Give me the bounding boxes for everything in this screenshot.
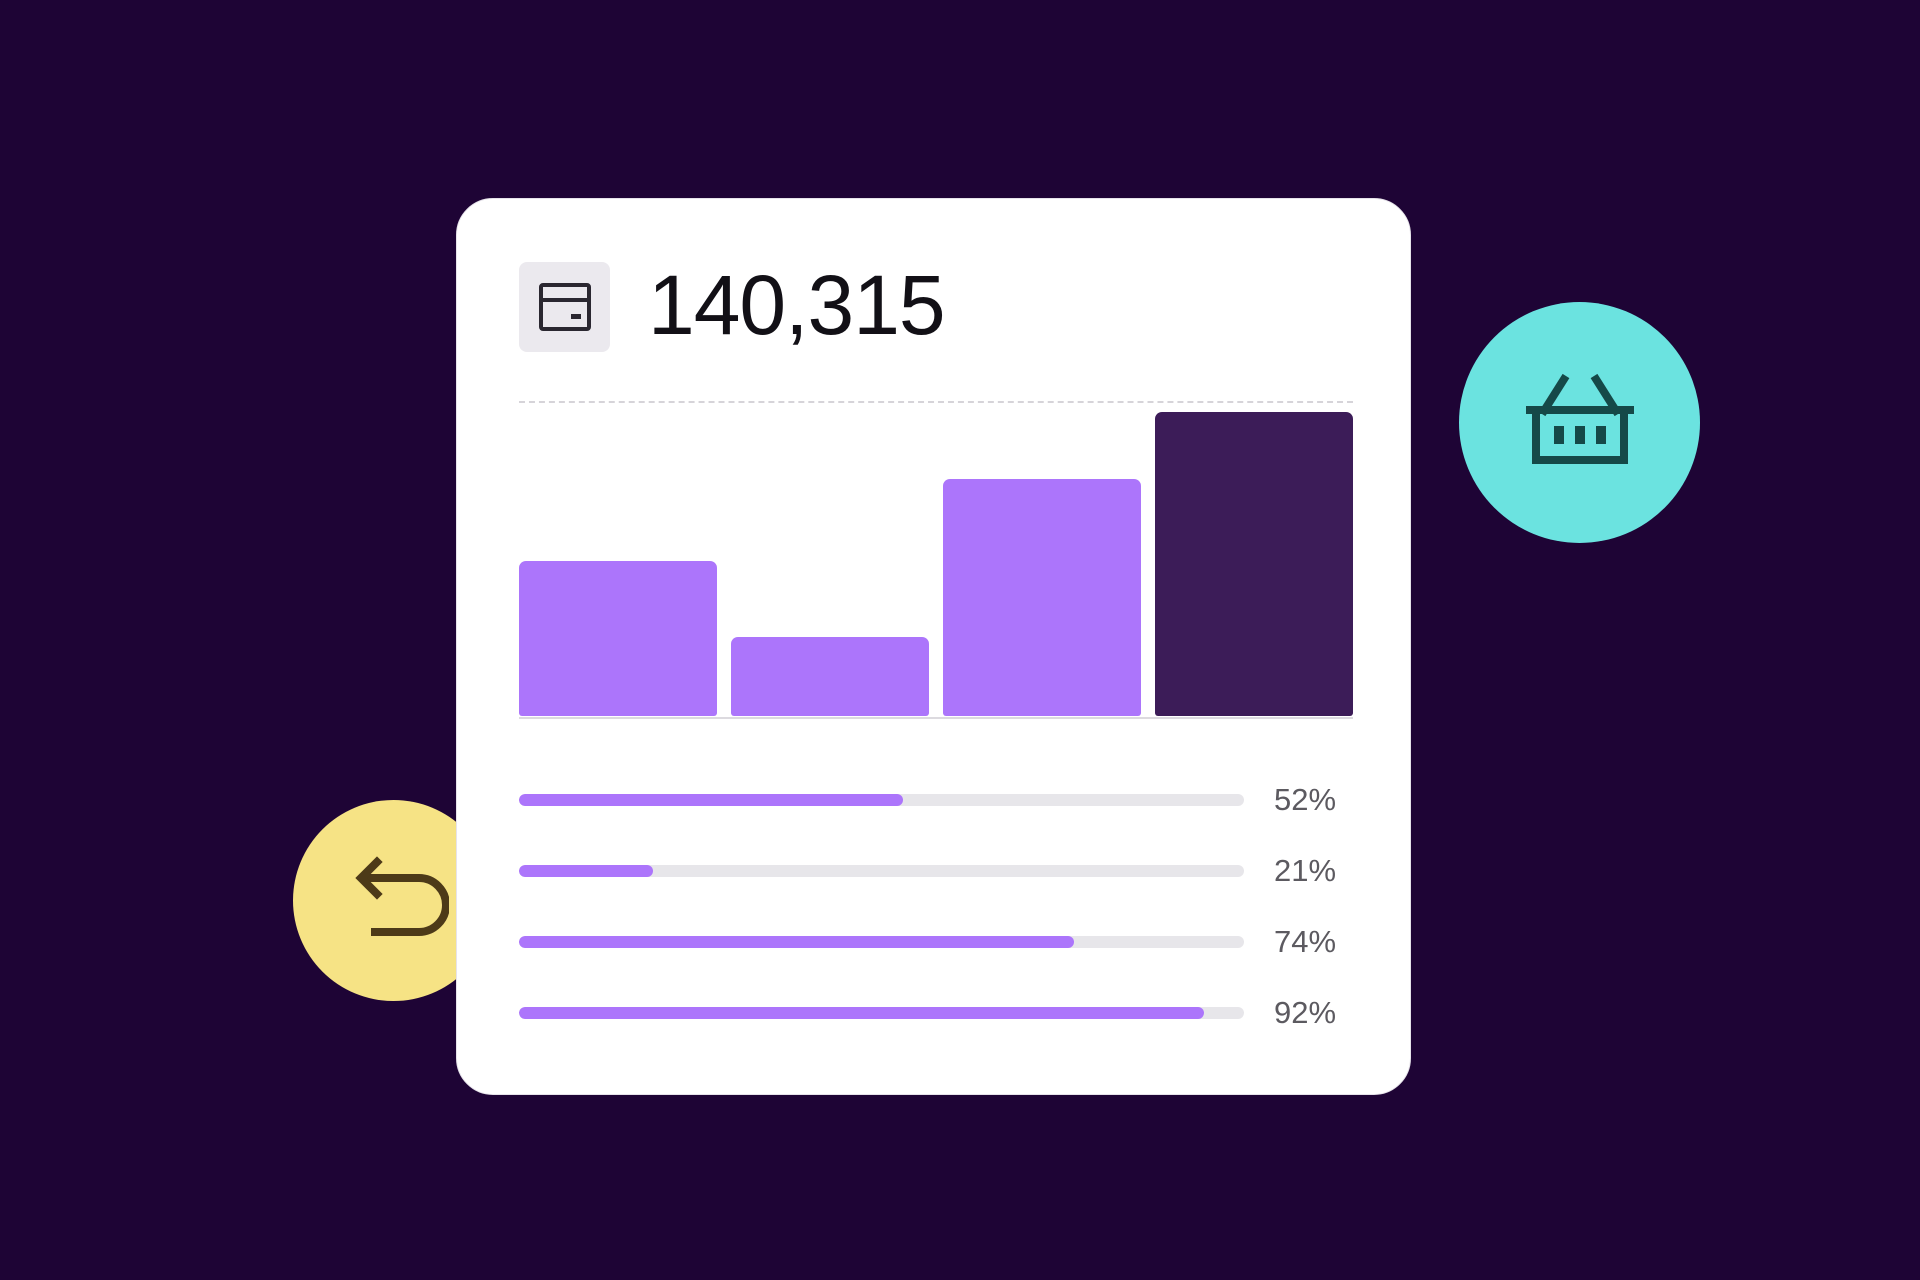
- progress-fill: [519, 794, 904, 806]
- progress-track: [519, 936, 1244, 948]
- progress-fill: [519, 865, 654, 877]
- progress-label: 21%: [1274, 853, 1337, 888]
- progress-label: 92%: [1274, 995, 1337, 1030]
- chart-baseline: [519, 717, 1353, 719]
- basket-icon: [1525, 373, 1634, 464]
- metric-card: 140,315 52% 21% 74% 92%: [456, 198, 1411, 1095]
- chart-bar: [519, 560, 717, 716]
- metric-value: 140,315: [648, 258, 946, 352]
- undo-icon: [354, 855, 449, 936]
- basket-button[interactable]: [1459, 302, 1700, 543]
- progress-fill: [519, 1007, 1205, 1019]
- metric-icon-box: [519, 262, 610, 352]
- progress-label: 52%: [1274, 782, 1337, 817]
- chart-bar: [943, 478, 1141, 716]
- progress-row: 74%: [519, 924, 1353, 1007]
- card-icon: [538, 283, 591, 331]
- chart-bar: [731, 636, 929, 716]
- progress-track: [519, 865, 1244, 877]
- progress-label: 74%: [1274, 924, 1337, 959]
- chart-reference-line: [519, 401, 1353, 403]
- chart-bar: [1155, 412, 1353, 716]
- progress-row: 52%: [519, 782, 1353, 865]
- progress-row: 21%: [519, 853, 1353, 936]
- progress-track: [519, 794, 1244, 806]
- progress-row: 92%: [519, 995, 1353, 1078]
- progress-fill: [519, 936, 1074, 948]
- bar-chart: [519, 404, 1353, 716]
- progress-list: 52% 21% 74% 92%: [519, 782, 1353, 1078]
- progress-track: [519, 1007, 1244, 1019]
